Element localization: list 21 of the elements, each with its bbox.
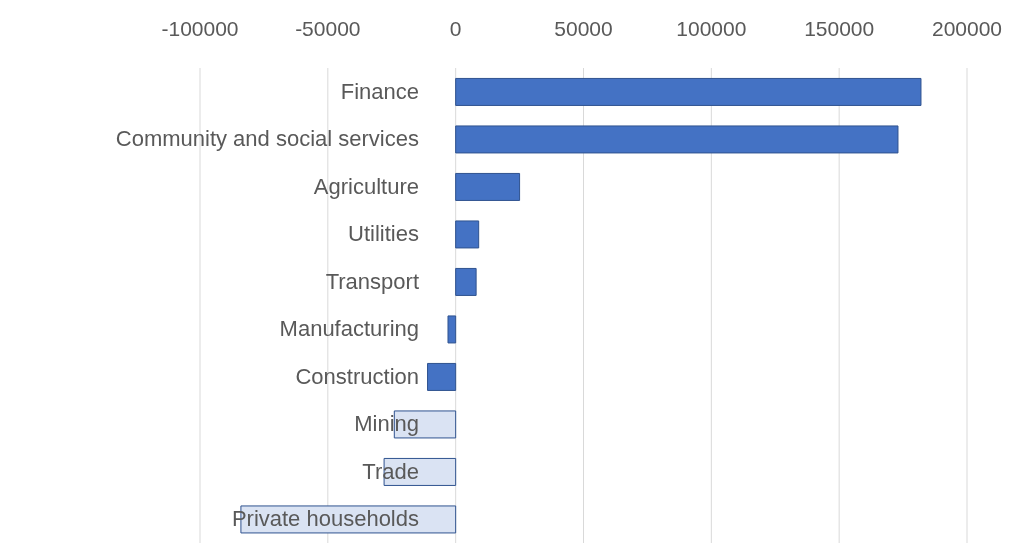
bar (455, 77, 922, 106)
y-tick-label: Community and social services (115, 126, 419, 152)
x-tick-label: 50000 (554, 17, 613, 40)
y-tick-label: Manufacturing (279, 316, 419, 342)
bar (455, 172, 521, 201)
y-tick-label: Utilities (348, 221, 419, 247)
bar (455, 267, 477, 296)
y-tick-label: Transport (325, 268, 419, 294)
x-tick-label: -50000 (295, 17, 361, 40)
x-tick-label: 200000 (931, 17, 1003, 40)
y-tick-label: Agriculture (313, 173, 419, 199)
bar (447, 315, 457, 344)
x-tick-label: 150000 (804, 17, 875, 40)
y-tick-label: Finance (340, 78, 419, 104)
bar (455, 220, 480, 249)
bar (427, 362, 457, 391)
x-tick-label: 100000 (676, 17, 747, 40)
x-tick-label: -100000 (161, 17, 239, 40)
y-tick-label: Construction (295, 363, 419, 389)
bar (455, 125, 899, 154)
x-tick-label: 0 (449, 17, 462, 40)
